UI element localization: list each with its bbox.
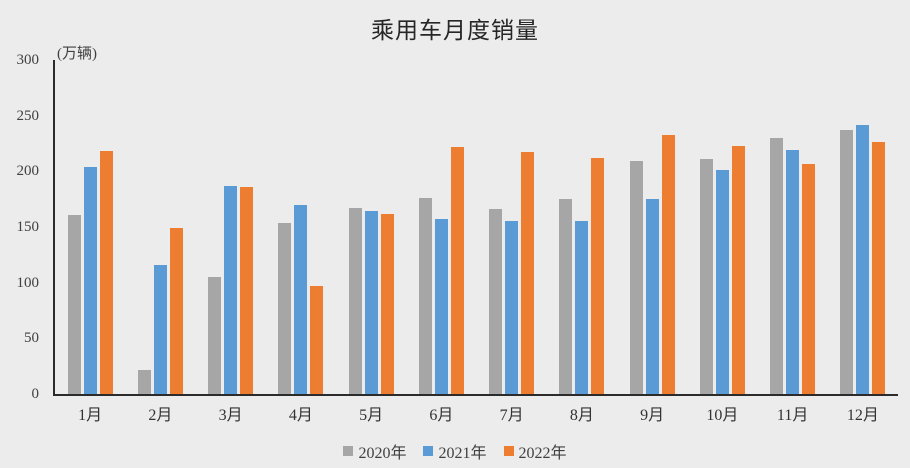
bar-2022年-1月: [99, 151, 113, 394]
bar-2020年-12月: [840, 130, 854, 394]
bar-2020年-5月: [348, 208, 362, 394]
bar-2021年-6月: [434, 219, 448, 394]
y-tick-label: 300: [16, 52, 40, 68]
bar-group-8月: [547, 60, 617, 394]
legend-item-2021年: 2021年: [423, 439, 487, 463]
bar-group-5月: [336, 60, 406, 394]
x-tick-label: 12月: [846, 407, 879, 424]
bar-2020年-9月: [629, 161, 643, 394]
bar-group-11月: [758, 60, 828, 394]
bar-2021年-8月: [575, 221, 589, 394]
bar-2022年-2月: [169, 228, 183, 394]
legend-swatch-icon: [343, 446, 354, 456]
bar-2021年-2月: [153, 264, 167, 394]
bar-2020年-8月: [559, 199, 573, 394]
x-axis-tick-labels: 1月 2月 3月 4月 5月 6月 7月 8月 9月 10月 11月 12月: [55, 401, 898, 425]
x-tick-label: 8月: [569, 407, 594, 424]
legend-label: 2021年: [438, 445, 487, 462]
bar-group-2月: [125, 60, 195, 394]
bar-2020年-1月: [67, 214, 81, 394]
bar-group-6月: [406, 60, 476, 394]
bar-group-3月: [196, 60, 266, 394]
bar-2022年-5月: [380, 213, 394, 394]
y-axis-tick-labels: 0 50 100 150 200 250 300: [0, 52, 46, 402]
x-tick-label: 6月: [429, 407, 454, 424]
plot-area: [53, 60, 898, 396]
y-tick-label: 250: [16, 107, 40, 124]
x-tick-label: 4月: [288, 407, 313, 424]
bar-2020年-6月: [418, 198, 432, 394]
bar-group-12月: [828, 60, 898, 394]
bar-2020年-11月: [770, 137, 784, 394]
x-tick-label: 1月: [78, 407, 103, 424]
bar-groups: [55, 60, 898, 394]
bar-group-9月: [617, 60, 687, 394]
legend-swatch-icon: [503, 446, 514, 456]
bar-group-10月: [687, 60, 757, 394]
legend-swatch-icon: [423, 446, 434, 456]
bar-2021年-10月: [715, 170, 729, 394]
legend-label: 2022年: [518, 445, 567, 462]
legend: 2020年 2021年 2022年: [0, 439, 910, 463]
bar-2020年-2月: [137, 369, 151, 394]
bar-2022年-12月: [872, 142, 886, 394]
x-tick-label: 9月: [640, 407, 665, 424]
x-tick-label: 3月: [218, 407, 243, 424]
legend-item-2020年: 2020年: [343, 439, 406, 463]
bar-2021年-5月: [364, 211, 378, 394]
y-tick-label: 0: [31, 386, 40, 402]
legend-item-2022年: 2022年: [503, 439, 567, 463]
y-tick-label: 200: [16, 163, 40, 180]
x-tick-label: 10月: [706, 407, 739, 424]
x-axis-line: [53, 394, 898, 396]
x-tick-label: 11月: [776, 407, 809, 424]
bar-group-7月: [477, 60, 547, 394]
bar-2021年-4月: [294, 204, 308, 394]
x-tick-label: 7月: [499, 407, 524, 424]
bar-2021年-1月: [83, 166, 97, 394]
bar-2022年-8月: [591, 157, 605, 394]
x-tick-label: 5月: [359, 407, 384, 424]
y-tick-label: 150: [16, 219, 40, 235]
bar-2020年-7月: [489, 209, 503, 394]
legend-label: 2020年: [358, 445, 407, 462]
y-axis-line: [53, 60, 55, 394]
bar-2022年-11月: [802, 163, 816, 394]
bar-2021年-3月: [224, 185, 238, 394]
bar-2021年-9月: [645, 199, 659, 394]
y-axis-unit-label: (万辆): [57, 46, 97, 62]
bar-2020年-3月: [208, 277, 222, 394]
bar-2022年-10月: [731, 145, 745, 394]
bar-2021年-7月: [505, 221, 519, 394]
bar-2020年-4月: [278, 222, 292, 394]
bar-2022年-4月: [310, 286, 324, 394]
bar-2022年-6月: [450, 146, 464, 394]
bar-2021年-11月: [786, 150, 800, 394]
y-tick-label: 100: [16, 274, 40, 291]
bar-2022年-3月: [240, 186, 254, 394]
bar-2021年-12月: [856, 124, 870, 394]
bar-group-1月: [55, 60, 125, 394]
bar-group-4月: [266, 60, 336, 394]
bar-2020年-10月: [699, 159, 713, 394]
x-tick-label: 2月: [148, 407, 173, 424]
chart-title: 乘用车月度销量: [371, 18, 539, 43]
bar-2022年-9月: [661, 134, 675, 394]
y-tick-label: 50: [24, 330, 39, 347]
bar-2022年-7月: [521, 152, 535, 394]
